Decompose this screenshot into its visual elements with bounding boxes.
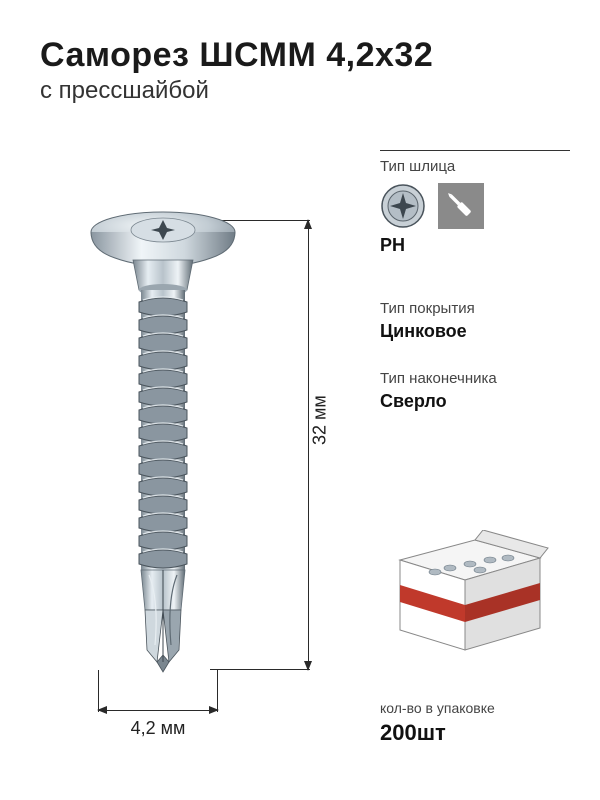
divider xyxy=(380,150,570,151)
dimension-diameter-label: 4,2 мм xyxy=(98,718,218,739)
phillips-head-icon xyxy=(380,183,426,229)
dimension-length-label: 32 мм xyxy=(310,395,331,445)
product-title: Саморез ШСММ 4,2х32 xyxy=(40,36,433,75)
dimension-length: 32 мм xyxy=(290,220,330,670)
spec-tip-value: Сверло xyxy=(380,391,570,412)
spec-slot: Тип шлица PH xyxy=(380,158,570,256)
spec-quantity: кол-во в упаковке 200шт xyxy=(380,700,570,746)
spec-tip-label: Тип наконечника xyxy=(380,370,570,387)
dimension-diameter: 4,2 мм xyxy=(98,700,218,740)
spec-slot-value: PH xyxy=(380,235,570,256)
spec-coating-value: Цинковое xyxy=(380,321,570,342)
spec-coating-label: Тип покрытия xyxy=(380,300,570,317)
product-subtitle: с прессшайбой xyxy=(40,77,433,105)
spec-quantity-value: 200шт xyxy=(380,720,570,746)
screw-image xyxy=(85,210,245,685)
package-box-image: Tech-KREP xyxy=(380,530,555,660)
spec-coating: Тип покрытия Цинковое xyxy=(380,300,570,342)
screwdriver-icon xyxy=(438,183,484,229)
spec-slot-label: Тип шлица xyxy=(380,158,570,175)
spec-tip: Тип наконечника Сверло xyxy=(380,370,570,412)
spec-quantity-label: кол-во в упаковке xyxy=(380,700,570,716)
